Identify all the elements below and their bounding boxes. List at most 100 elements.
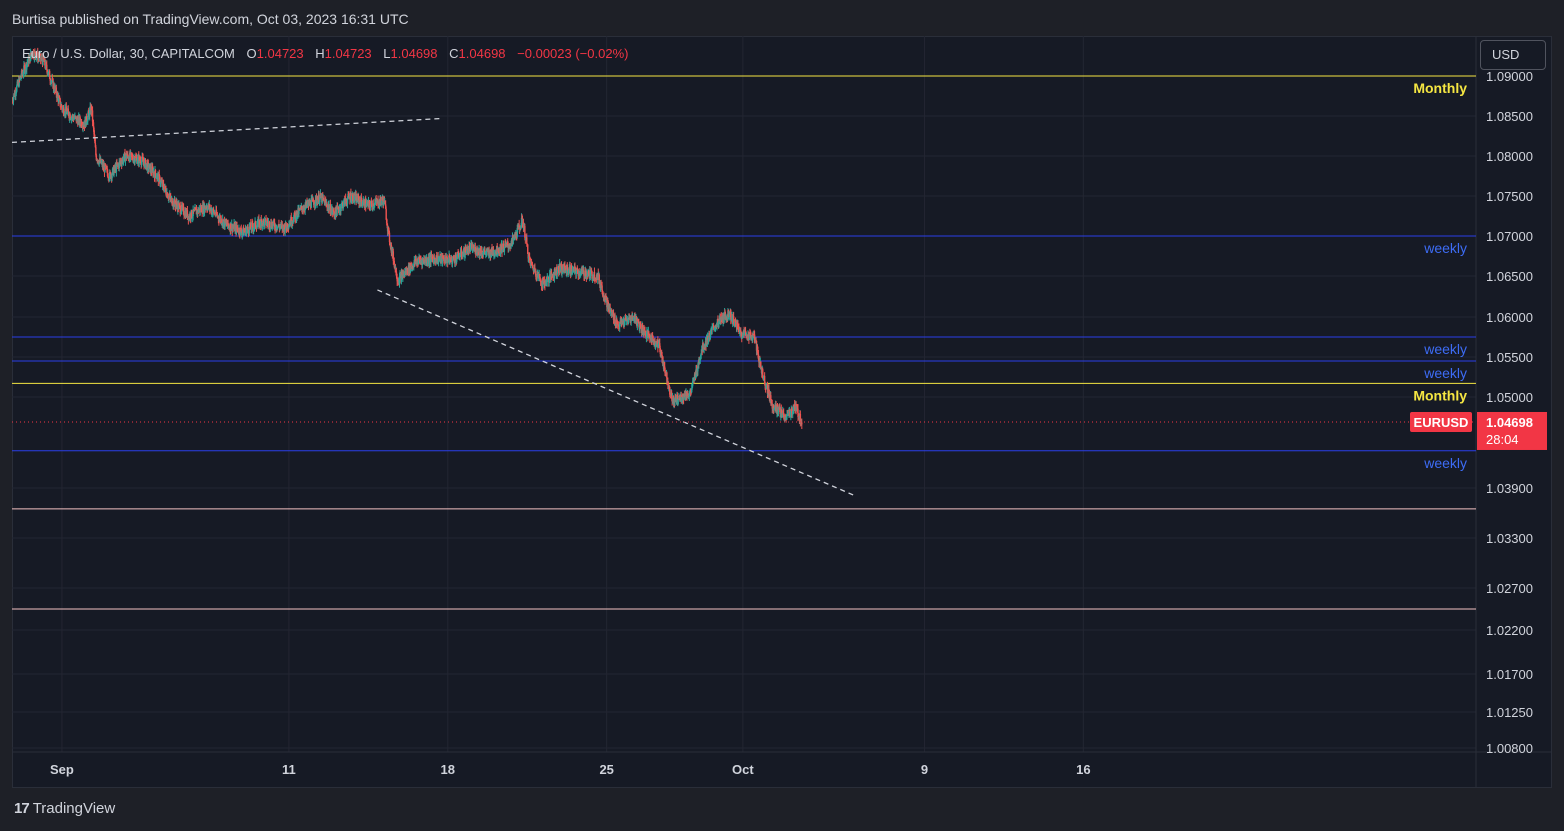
- candle-body: [509, 245, 511, 247]
- price-chart[interactable]: Monthly weekly weekly weekly Monthly weekly 1…: [12, 36, 1552, 788]
- candle-body: [675, 395, 678, 402]
- candle-body: [687, 392, 689, 398]
- candle-body: [792, 408, 794, 415]
- candle-body: [142, 161, 145, 163]
- candle-body: [775, 403, 777, 412]
- candle-body: [323, 200, 325, 202]
- candle-body: [165, 189, 167, 195]
- candle-body: [263, 219, 266, 226]
- candle-body: [34, 51, 37, 56]
- candle-body: [58, 97, 61, 99]
- candle-body: [55, 87, 58, 95]
- candle-body: [799, 413, 802, 424]
- candle-body: [293, 212, 296, 215]
- time-tick-label: 18: [441, 762, 455, 777]
- candle-body: [27, 62, 29, 64]
- candle-body: [787, 411, 789, 413]
- symbol-title: Euro / U.S. Dollar, 30, CAPITALCOM: [22, 46, 235, 61]
- candle-body: [524, 226, 526, 238]
- candle-body: [193, 210, 196, 212]
- candle-body: [539, 277, 541, 281]
- candle-body: [92, 122, 95, 128]
- candle-body: [654, 340, 656, 347]
- candle-body: [770, 395, 772, 403]
- candle-body: [641, 325, 644, 333]
- candles: [12, 47, 803, 430]
- candle-body: [441, 255, 444, 263]
- candle-body: [160, 180, 162, 184]
- candle-body: [95, 147, 97, 156]
- candle-body: [66, 111, 68, 114]
- time-tick-label: 9: [921, 762, 928, 777]
- candle-body: [95, 155, 98, 160]
- candle-body: [431, 256, 434, 259]
- candle-body: [380, 196, 382, 201]
- candle-body: [15, 91, 17, 94]
- candle-body: [708, 332, 711, 338]
- price-tick-label: 1.01700: [1486, 667, 1533, 682]
- candle-body: [652, 336, 654, 341]
- candle-body: [562, 265, 564, 270]
- candle-body: [179, 205, 181, 213]
- candle-body: [87, 111, 89, 116]
- candle-body: [433, 257, 435, 264]
- candle-body: [460, 249, 463, 256]
- candle-body: [220, 218, 222, 224]
- candle-body: [583, 269, 585, 277]
- candle-body: [139, 160, 142, 164]
- candle-body: [664, 367, 666, 374]
- trendlines: [12, 117, 857, 497]
- candle-body: [421, 259, 424, 266]
- candle-body: [194, 208, 197, 210]
- candle-body: [28, 57, 30, 64]
- candle-body: [646, 331, 648, 337]
- candle-body: [642, 331, 644, 333]
- candle-body: [268, 221, 271, 229]
- candle-body: [328, 207, 331, 211]
- candle-body: [763, 375, 766, 384]
- candle-body: [556, 273, 558, 275]
- candle-body: [262, 219, 265, 221]
- candle-body: [755, 340, 757, 342]
- candle-body: [372, 203, 375, 208]
- monthly-level-label: Monthly: [1413, 80, 1467, 96]
- currency-button[interactable]: USD: [1480, 40, 1546, 70]
- low-label: L: [383, 46, 391, 61]
- candle-body: [437, 258, 440, 263]
- level-lines: Monthly weekly weekly weekly Monthly weekly: [12, 75, 1476, 610]
- candle-body: [779, 407, 781, 413]
- time-tick-label: Sep: [50, 762, 74, 777]
- candle-body: [90, 105, 93, 113]
- trendline: [377, 289, 857, 497]
- tradingview-logo[interactable]: 17 TradingView: [14, 800, 115, 817]
- candle-body: [747, 334, 750, 340]
- candle-body: [730, 309, 732, 320]
- candle-body: [113, 169, 115, 176]
- candle-body: [741, 332, 743, 338]
- candle-body: [601, 285, 603, 293]
- candle-body: [520, 217, 523, 227]
- candle-body: [343, 200, 345, 206]
- candle-body: [496, 245, 498, 254]
- candle-body: [424, 260, 426, 264]
- candle-body: [649, 335, 651, 339]
- candle-body: [772, 405, 775, 410]
- candle-body: [292, 221, 294, 223]
- footer: [0, 790, 1564, 831]
- candle-body: [389, 242, 391, 246]
- candle-body: [718, 321, 720, 328]
- candle-body: [797, 408, 799, 417]
- open-value: 1.04723: [256, 46, 304, 61]
- low-value: 1.04698: [390, 46, 438, 61]
- candle-body: [757, 354, 760, 360]
- price-tick-label: 1.02200: [1486, 623, 1533, 638]
- candle-body: [766, 383, 769, 394]
- price-tick-label: 1.03300: [1486, 531, 1533, 546]
- candle-body: [284, 229, 286, 233]
- candle-body: [503, 247, 506, 252]
- candle-body: [471, 243, 473, 251]
- candle-body: [400, 272, 403, 282]
- close-label: C: [449, 46, 459, 61]
- candle-body: [88, 109, 91, 117]
- candle-body: [398, 276, 401, 284]
